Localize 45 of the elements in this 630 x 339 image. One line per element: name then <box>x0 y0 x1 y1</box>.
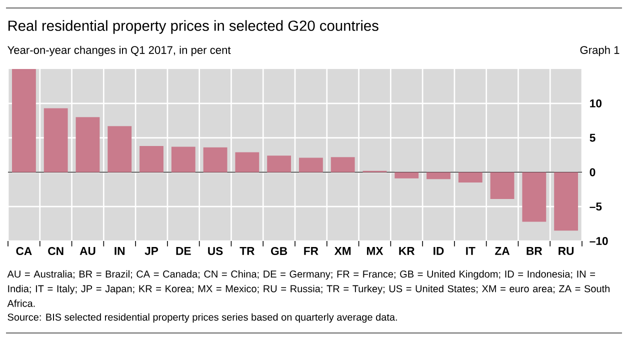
x-tick-label: TR <box>240 247 254 255</box>
x-tick-label: AU <box>80 247 96 255</box>
x-tick-label: IT <box>466 247 476 255</box>
bar <box>108 126 132 172</box>
bar <box>522 172 546 222</box>
y-tick-label: 5 <box>590 134 596 142</box>
x-tick-label: XM <box>334 247 351 255</box>
x-tick-label: BR <box>526 247 542 255</box>
x-tick-label: US <box>208 247 223 256</box>
bar <box>44 108 68 172</box>
chart-subtitle: Year-on-year changes in Q1 2017, in per cent <box>8 46 231 56</box>
x-tick-label: ID <box>434 247 444 255</box>
bar <box>554 172 578 231</box>
caption: Graph 1 <box>580 46 620 56</box>
x-tick-label: RU <box>558 247 574 255</box>
bar <box>330 157 355 172</box>
x-tick-label: GB <box>271 247 288 256</box>
bar <box>267 156 292 172</box>
x-tick-label: FR <box>304 247 318 255</box>
bar <box>76 117 100 172</box>
bar <box>203 147 228 172</box>
x-tick-label: CA <box>16 247 32 256</box>
bar <box>394 172 419 178</box>
y-tick-label: –10 <box>590 236 608 246</box>
bar <box>426 172 450 180</box>
x-tick-label: ZA <box>495 247 510 255</box>
bar <box>12 68 36 172</box>
x-tick-label: MX <box>366 247 384 255</box>
x-tick-label: CN <box>48 247 64 256</box>
x-tick-label: DE <box>176 247 191 255</box>
bar <box>490 172 514 200</box>
source-note: Source: BIS selected residential property prices series based on quarterly average data. <box>8 313 397 323</box>
bar <box>458 172 482 183</box>
bar <box>298 158 323 172</box>
bar <box>235 152 260 172</box>
x-tick-label: KR <box>399 247 415 255</box>
chart-title: Real residential property prices in selected G20 countries <box>8 20 378 34</box>
x-tick-label: IN <box>114 247 125 255</box>
y-tick-label: 10 <box>590 99 602 108</box>
text: AU = Australia; BR = Brazil; CA = Canada; CN = China; DE = Germany; FR = France; GB = United Kingdom; ID = Indonesia; IN = India; IT = Italy; JP = Japan; KR = Korea; MX = Mexico; RU = Russia; TR = Turkey; US = United States; XM = euro area; ZA = South Africa. <box>7 270 610 307</box>
y-tick-label: –5 <box>590 202 602 211</box>
y-tick-label: 0 <box>590 168 596 176</box>
bar <box>140 146 164 172</box>
bar <box>171 146 196 172</box>
x-tick-label: JP <box>144 247 158 255</box>
